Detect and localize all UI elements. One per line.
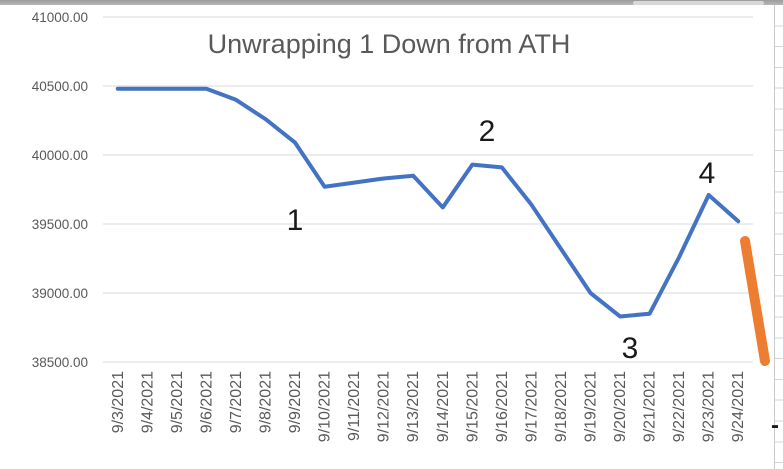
x-axis-tick-label: 9/6/2021 [198,371,215,433]
x-axis-tick-label: 9/16/2021 [494,371,511,442]
x-axis-tick-label: 9/14/2021 [435,371,452,442]
x-axis-tick-label: 9/4/2021 [139,371,156,433]
x-axis-tick-label: 9/13/2021 [405,371,422,442]
x-axis-tick-label: 9/18/2021 [553,371,570,442]
x-axis-tick-label: 9/8/2021 [258,371,275,433]
spreadsheet-edge-strip [774,5,783,469]
y-axis-tick-label: 39000.00 [32,286,88,301]
annotation-label: 3 [622,332,639,365]
x-axis-tick-label: 9/7/2021 [228,371,245,433]
x-axis-tick-label: 9/12/2021 [376,371,393,442]
data-series-line [115,86,741,319]
x-axis-tick-label: 9/15/2021 [464,371,481,442]
x-axis-tick-label: 9/21/2021 [642,371,659,442]
chart-title: Unwrapping 1 Down from ATH [208,29,571,59]
x-axis-tick-label: 9/5/2021 [169,371,186,433]
x-axis-tick-label: 9/22/2021 [671,371,688,442]
x-axis-tick-label: 9/24/2021 [730,371,747,442]
annotation-label: 4 [699,157,716,190]
y-axis-tick-label: 40500.00 [32,79,88,94]
y-axis-tick-label: 39500.00 [32,217,88,232]
annotation-label: 2 [479,115,496,148]
x-axis-tick-label: 9/10/2021 [317,371,334,442]
horizontal-scrollbar[interactable] [0,0,783,5]
x-axis-tick-label: 9/20/2021 [612,371,629,442]
x-axis-tick-label: 9/23/2021 [701,371,718,442]
clipped-cell-content: - [771,413,779,439]
y-axis-tick-label: 38500.00 [32,355,88,370]
y-axis-tick-label: 41000.00 [32,10,88,25]
x-axis-tick-label: 9/9/2021 [287,371,304,433]
highlight-segment [740,236,770,366]
annotation-label: 1 [287,204,304,237]
x-axis-tick-label: 9/3/2021 [110,371,127,433]
scrollbar-thumb[interactable] [633,1,764,5]
x-axis-tick-label: 9/17/2021 [523,371,540,442]
y-axis-tick-label: 40000.00 [32,148,88,163]
x-axis-tick-label: 9/19/2021 [583,371,600,442]
x-axis-tick-label: 9/11/2021 [346,371,363,441]
